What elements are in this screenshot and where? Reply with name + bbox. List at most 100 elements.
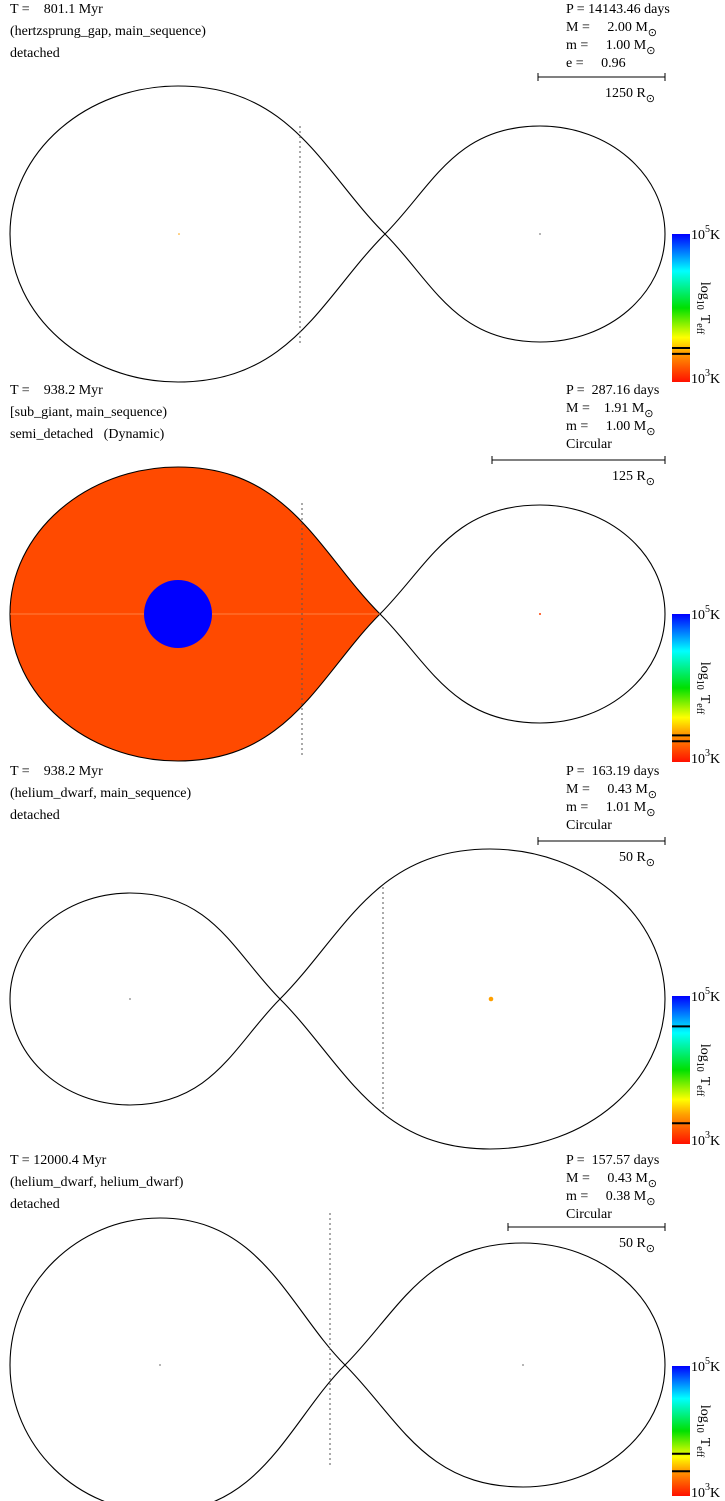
colorbar-bottom-label: 103K — [691, 368, 720, 387]
orbit-info: m = 1.00 M⊙ — [566, 419, 655, 437]
orbit-info-text: P = 157.57 days — [566, 1153, 659, 1168]
roche-lobe — [10, 893, 280, 1105]
orbit-info-text: M = 2.00 M — [566, 20, 648, 35]
orbit-info: M = 0.43 M⊙ — [566, 782, 657, 800]
time-label: T = 938.2 Myr — [10, 383, 103, 398]
colorbar-title-text: log — [697, 282, 712, 300]
orbit-info: Circular — [566, 818, 612, 833]
binary-state: semi_detached (Dynamic) — [10, 427, 165, 442]
colorbar-top-label-text: 10 — [691, 990, 705, 1005]
colorbar-top-label-after: K — [710, 1360, 720, 1375]
orbit-info: Circular — [566, 437, 612, 452]
colorbar-title-text: log — [697, 662, 712, 680]
scale-label-text: 50 R — [619, 1236, 647, 1251]
star-core — [144, 580, 212, 648]
orbit-info-sub: ⊙ — [648, 27, 657, 39]
colorbar — [672, 1366, 690, 1496]
colorbar-top-label: 105K — [691, 1356, 720, 1375]
colorbar-title-text: log — [697, 1405, 712, 1423]
colorbar-title-sub: 10 — [694, 1062, 705, 1072]
orbit-info-sub: ⊙ — [648, 789, 657, 801]
scale-label: 50 R⊙ — [619, 1236, 655, 1254]
orbit-info-text: M = 1.91 M — [566, 401, 645, 416]
orbit-info: M = 2.00 M⊙ — [566, 20, 657, 38]
orbit-info: P = 287.16 days — [566, 383, 659, 398]
orbit-info-text: M = 0.43 M — [566, 782, 648, 797]
colorbar-top-label: 105K — [691, 986, 720, 1005]
roche-lobe — [345, 1243, 665, 1487]
colorbar-top-label-after: K — [710, 990, 720, 1005]
orbit-info-sub: ⊙ — [646, 1196, 655, 1208]
colorbar-top-label-after: K — [710, 608, 720, 623]
star — [178, 233, 180, 235]
star — [539, 613, 541, 615]
scale-label: 1250 R⊙ — [605, 86, 655, 104]
colorbar-bottom-label: 103K — [691, 1130, 720, 1149]
orbit-info: P = 14143.46 days — [566, 2, 670, 17]
colorbar-top-label-after: K — [710, 228, 720, 243]
star-types: (helium_dwarf, helium_dwarf) — [10, 1175, 184, 1190]
time-label: T = 801.1 Myr — [10, 2, 103, 17]
orbit-info: P = 163.19 days — [566, 764, 659, 779]
colorbar-bottom-label-text: 10 — [691, 372, 705, 387]
orbit-info-text: Circular — [566, 818, 612, 833]
orbit-info: Circular — [566, 1207, 612, 1222]
colorbar-title-var-sub: eff — [694, 1085, 705, 1097]
diagram: T = 801.1 Myr(hertzsprung_gap, main_sequ… — [0, 0, 725, 1501]
roche-lobe — [380, 505, 665, 723]
colorbar-title-sub: 10 — [694, 1423, 705, 1433]
orbit-info-text: P = 14143.46 days — [566, 2, 670, 17]
colorbar — [672, 234, 690, 382]
colorbar-bottom-label: 103K — [691, 1482, 720, 1501]
orbit-info-sub: ⊙ — [646, 807, 655, 819]
orbit-info-text: P = 163.19 days — [566, 764, 659, 779]
time-label: T = 12000.4 Myr — [10, 1153, 107, 1168]
star — [159, 1364, 160, 1365]
scale-label: 50 R⊙ — [619, 850, 655, 868]
orbit-info: e = 0.96 — [566, 56, 626, 71]
colorbar-title-sub: 10 — [694, 680, 705, 690]
colorbar-bottom-label-after: K — [710, 1134, 720, 1149]
colorbar-bottom-label-text: 10 — [691, 1134, 705, 1149]
orbit-info: M = 0.43 M⊙ — [566, 1171, 657, 1189]
colorbar-bottom-label-after: K — [710, 1486, 720, 1501]
colorbar-bottom-label-text: 10 — [691, 752, 705, 767]
orbit-info-text: m = 0.38 M — [566, 1189, 647, 1204]
colorbar-top-label-text: 10 — [691, 228, 705, 243]
orbit-info-sub: ⊙ — [646, 45, 655, 57]
colorbar-title-sub: 10 — [694, 300, 705, 310]
orbit-info-sub: ⊙ — [644, 408, 653, 420]
orbit-info: m = 1.00 M⊙ — [566, 38, 655, 56]
scale-label-text: 50 R — [619, 850, 647, 865]
colorbar-title: log10Teff — [694, 1044, 712, 1097]
colorbar-top-label-text: 10 — [691, 608, 705, 623]
star — [539, 233, 540, 234]
star — [522, 1364, 523, 1365]
colorbar-top-label-text: 10 — [691, 1360, 705, 1375]
scale-label-sub: ⊙ — [646, 857, 655, 869]
time-label: T = 938.2 Myr — [10, 764, 103, 779]
roche-lobe — [385, 126, 665, 342]
scale-label: 125 R⊙ — [612, 469, 655, 487]
orbit-info-text: Circular — [566, 437, 612, 452]
scale-label-sub: ⊙ — [646, 1243, 655, 1255]
colorbar-title-var-sub: eff — [694, 323, 705, 335]
orbit-info: P = 157.57 days — [566, 1153, 659, 1168]
colorbar-title: log10Teff — [694, 1405, 712, 1458]
orbit-info-text: e = 0.96 — [566, 56, 626, 71]
orbit-info: m = 0.38 M⊙ — [566, 1189, 655, 1207]
scale-label-sub: ⊙ — [646, 93, 655, 105]
colorbar-top-label: 105K — [691, 604, 720, 623]
orbit-info-text: M = 0.43 M — [566, 1171, 648, 1186]
colorbar-title-text: log — [697, 1044, 712, 1062]
scale-label-text: 1250 R — [605, 86, 647, 101]
colorbar-title: log10Teff — [694, 282, 712, 335]
orbit-info: M = 1.91 M⊙ — [566, 401, 654, 419]
star — [129, 998, 130, 999]
star-types: [sub_giant, main_sequence) — [10, 405, 167, 420]
orbit-info-sub: ⊙ — [646, 426, 655, 438]
star — [489, 997, 494, 1002]
orbit-info: m = 1.01 M⊙ — [566, 800, 655, 818]
colorbar-title: log10Teff — [694, 662, 712, 715]
colorbar-bottom-label-after: K — [710, 752, 720, 767]
